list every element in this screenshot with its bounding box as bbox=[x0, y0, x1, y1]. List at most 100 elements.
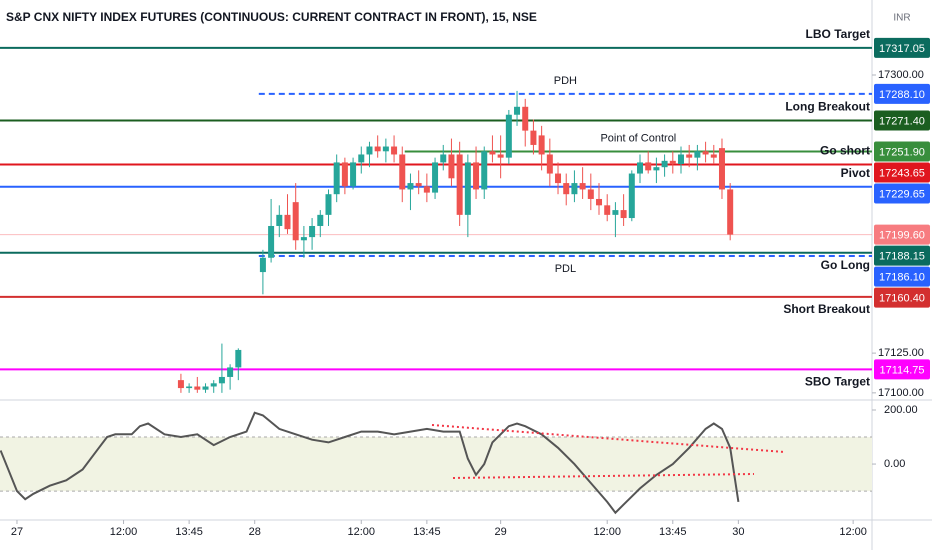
candle-body bbox=[546, 154, 553, 174]
price-box-label: 17229.65 bbox=[879, 188, 925, 200]
candle-body bbox=[194, 386, 201, 390]
x-tick-label: 12:00 bbox=[839, 526, 867, 538]
candle-body bbox=[653, 167, 660, 171]
candle-body bbox=[391, 146, 398, 155]
candle-body bbox=[317, 214, 324, 226]
candle-body bbox=[341, 162, 348, 187]
candle-body bbox=[694, 151, 701, 158]
price-box bbox=[874, 141, 930, 162]
x-tick-label: 28 bbox=[249, 526, 261, 538]
candle-body bbox=[522, 106, 529, 131]
candle-body bbox=[464, 162, 471, 215]
candle-body bbox=[177, 380, 184, 389]
candle-body bbox=[727, 189, 734, 235]
candle-body bbox=[333, 162, 340, 195]
x-tick-label: 12:00 bbox=[593, 526, 621, 538]
x-tick-label: 12:00 bbox=[110, 526, 138, 538]
candle-body bbox=[555, 173, 562, 184]
level-label: Short Breakout bbox=[783, 302, 870, 316]
candle-body bbox=[292, 202, 299, 241]
x-tick-label: 13:45 bbox=[175, 526, 203, 538]
x-tick-label: 12:00 bbox=[348, 526, 376, 538]
level-label: Long Breakout bbox=[785, 100, 870, 114]
candle-body bbox=[579, 183, 586, 190]
y-tick-label: 0.00 bbox=[884, 458, 905, 470]
price-box-label: 17188.15 bbox=[879, 250, 925, 262]
y-tick-label: 200.00 bbox=[884, 404, 918, 416]
candle-body bbox=[350, 162, 357, 187]
candle-body bbox=[702, 151, 709, 155]
level-label: Go short bbox=[820, 144, 870, 158]
y-tick-label: 17125.00 bbox=[878, 347, 924, 359]
level-label: Pivot bbox=[841, 166, 870, 180]
trendline bbox=[431, 424, 785, 453]
candle-body bbox=[637, 162, 644, 174]
level-label: LBO Target bbox=[806, 27, 870, 41]
candle-body bbox=[604, 205, 611, 215]
level-label: PDL bbox=[555, 263, 576, 275]
candle-body bbox=[628, 173, 635, 219]
candle-body bbox=[415, 183, 422, 187]
x-tick-label: 29 bbox=[495, 526, 507, 538]
price-box bbox=[874, 37, 930, 58]
oscillator-pane bbox=[0, 411, 872, 515]
price-box-label: 17251.90 bbox=[879, 146, 925, 158]
price-pane bbox=[0, 0, 872, 400]
price-box-label: 17243.65 bbox=[879, 167, 925, 179]
candle-body bbox=[382, 146, 389, 152]
candle-body bbox=[358, 154, 365, 163]
candle-body bbox=[259, 257, 266, 273]
level-label: Point of Control bbox=[600, 132, 676, 144]
level-label: PDH bbox=[554, 75, 577, 87]
price-box bbox=[874, 287, 930, 308]
trendline bbox=[452, 473, 755, 479]
candle-body bbox=[300, 237, 307, 241]
candle-body bbox=[456, 154, 463, 215]
candle-body bbox=[235, 349, 242, 368]
price-box bbox=[874, 245, 930, 266]
oscillator-line bbox=[0, 411, 740, 515]
candle-body bbox=[366, 146, 373, 155]
band bbox=[0, 437, 872, 492]
candle-body bbox=[218, 376, 225, 384]
candle-body bbox=[530, 130, 537, 145]
x-tick-label: 27 bbox=[11, 526, 23, 538]
candle-body bbox=[227, 367, 234, 377]
candle-body bbox=[276, 214, 283, 226]
candle-body bbox=[612, 210, 619, 215]
candle-body bbox=[407, 183, 414, 190]
price-box-label: 17199.60 bbox=[879, 229, 925, 241]
candle-body bbox=[489, 151, 496, 155]
price-box bbox=[874, 224, 930, 245]
candle-body bbox=[423, 186, 430, 193]
price-box-label: 17186.10 bbox=[879, 271, 925, 283]
candle-body bbox=[481, 151, 488, 190]
candle-body bbox=[202, 386, 209, 390]
candle-body bbox=[587, 189, 594, 199]
x-tick-label: 13:45 bbox=[659, 526, 687, 538]
candle-body bbox=[210, 383, 217, 387]
candle-body bbox=[596, 198, 603, 206]
candle-body bbox=[505, 114, 512, 158]
price-box bbox=[874, 359, 930, 380]
level-label: Go Long bbox=[821, 258, 870, 272]
currency-label: INR bbox=[893, 13, 910, 24]
candle-body bbox=[514, 106, 521, 115]
candle-body bbox=[710, 154, 717, 158]
price-box-label: 17317.05 bbox=[879, 43, 925, 55]
price-box bbox=[874, 183, 930, 204]
price-box bbox=[874, 83, 930, 104]
candle-body bbox=[440, 154, 447, 163]
price-box bbox=[874, 162, 930, 183]
chart-title: S&P CNX NIFTY INDEX FUTURES (CONTINUOUS:… bbox=[6, 10, 537, 24]
candle-body bbox=[497, 154, 504, 158]
price-box bbox=[874, 110, 930, 131]
candle-body bbox=[620, 210, 627, 219]
y-tick-label: 17100.00 bbox=[878, 387, 924, 399]
price-box bbox=[874, 266, 930, 287]
x-tick-label: 30 bbox=[732, 526, 744, 538]
candle-body bbox=[399, 154, 406, 190]
price-box-label: 17160.40 bbox=[879, 292, 925, 304]
